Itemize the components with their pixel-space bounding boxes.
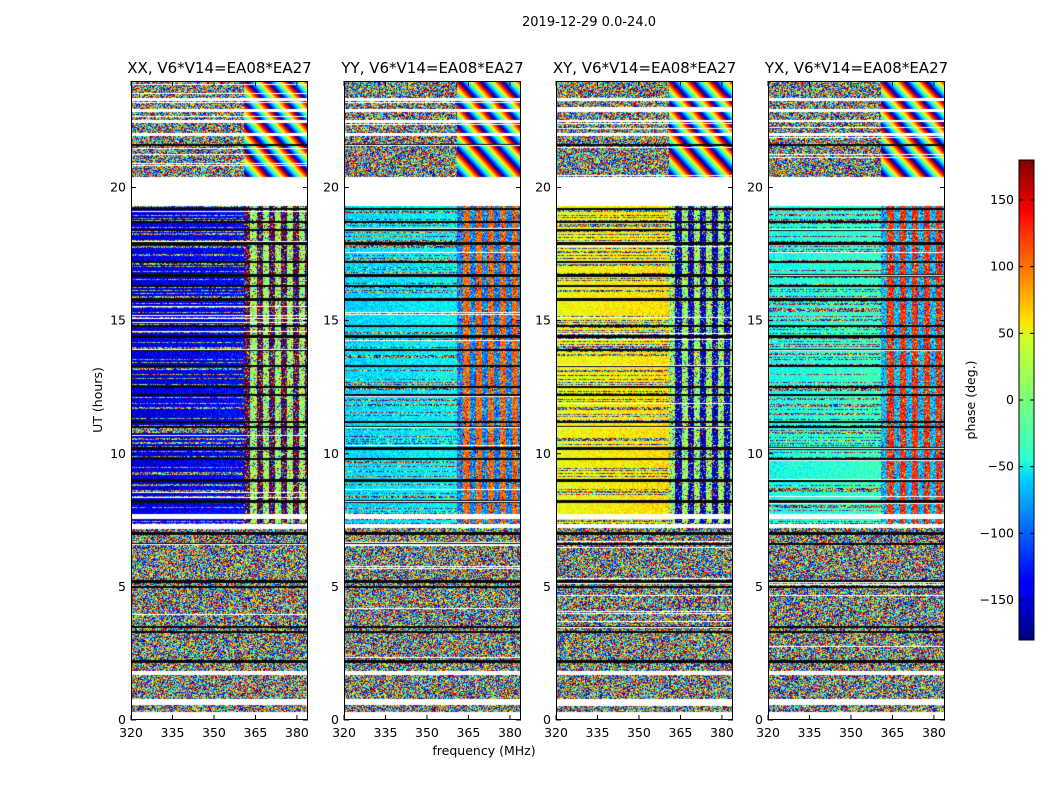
x-tick-label: 365	[881, 725, 905, 740]
colorbar: 150 100 50 0 −50 −100 −150 phase (deg.)	[963, 159, 1035, 641]
y-tick-label: 15	[535, 313, 551, 328]
x-tick-label: 350	[415, 725, 439, 740]
y-tick-label: 15	[323, 313, 339, 328]
heatmap-xx	[131, 81, 308, 720]
y-tick-label: 20	[535, 180, 551, 195]
x-tick-label: 365	[669, 725, 693, 740]
x-tick-label: 320	[756, 725, 780, 740]
y-tick-label: 20	[747, 180, 763, 195]
colorbar-tick-label: 100	[990, 259, 1014, 274]
y-tick-label: 0	[118, 712, 126, 727]
colorbar-tick-label: 50	[998, 325, 1014, 340]
x-tick-label: 320	[544, 725, 568, 740]
plot-frame	[768, 81, 945, 720]
y-tick-label: 5	[755, 579, 763, 594]
panel-yy: YY, V6*V14=EA08*EA27 320 335 350 365 380 0 5 10 1…	[323, 59, 524, 740]
x-tick-label: 350	[627, 725, 651, 740]
y-tick-label: 0	[755, 712, 763, 727]
x-tick-label: 380	[710, 725, 734, 740]
panel-title-xy: XY, V6*V14=EA08*EA27	[553, 59, 736, 77]
x-tick-label: 335	[374, 725, 398, 740]
y-tick-label: 15	[110, 313, 126, 328]
colorbar-tick-label: −150	[980, 592, 1014, 607]
colorbar-label: phase (deg.)	[963, 361, 978, 440]
colorbar-tick-label: −50	[988, 459, 1014, 474]
x-tick-label: 320	[119, 725, 143, 740]
panel-title-yy: YY, V6*V14=EA08*EA27	[340, 59, 523, 77]
y-tick-label: 0	[331, 712, 339, 727]
x-tick-label: 350	[202, 725, 226, 740]
x-tick-label: 335	[798, 725, 822, 740]
x-tick-label: 335	[161, 725, 185, 740]
y-tick-label: 5	[331, 579, 339, 594]
x-tick-label: 365	[244, 725, 268, 740]
y-tick-label: 5	[543, 579, 551, 594]
x-tick-label: 380	[285, 725, 309, 740]
panel-title-yx: YX, V6*V14=EA08*EA27	[764, 59, 948, 77]
panels: XX, V6*V14=EA08*EA27 320 335 350 365 380 0 5 10 1…	[110, 59, 948, 740]
y-tick-label: 10	[747, 446, 763, 461]
heatmap-yx	[768, 81, 945, 720]
x-tick-label: 335	[586, 725, 610, 740]
y-tick-label: 20	[323, 180, 339, 195]
plot-frame	[344, 81, 521, 720]
y-tick-label: 15	[747, 313, 763, 328]
colorbar-tick-label: 0	[1006, 392, 1014, 407]
x-tick-label: 380	[498, 725, 522, 740]
x-axis-label: frequency (MHz)	[432, 743, 535, 758]
panel-yx: YX, V6*V14=EA08*EA27 320 335 350 365 380 0 5 10 1…	[747, 59, 948, 740]
colorbar-tick-label: 150	[990, 192, 1014, 207]
x-tick-label: 350	[839, 725, 863, 740]
y-tick-label: 0	[543, 712, 551, 727]
y-tick-label: 10	[323, 446, 339, 461]
figure-suptitle: 2019-12-29 0.0-24.0	[522, 15, 656, 30]
x-tick-label: 380	[922, 725, 946, 740]
panel-title-xx: XX, V6*V14=EA08*EA27	[127, 59, 311, 77]
plot-frame	[131, 81, 308, 720]
panel-xy: XY, V6*V14=EA08*EA27 320 335 350 365 380 0 5 10 1…	[535, 59, 736, 740]
x-tick-label: 365	[457, 725, 481, 740]
colorbar-tick-label: −100	[980, 525, 1014, 540]
x-tick-label: 320	[332, 725, 356, 740]
y-tick-label: 10	[535, 446, 551, 461]
heatmap-xy	[556, 81, 733, 720]
y-tick-label: 10	[110, 446, 126, 461]
y-tick-label: 5	[118, 579, 126, 594]
plot-frame	[556, 81, 733, 720]
y-tick-label: 20	[110, 180, 126, 195]
y-axis-label: UT (hours)	[90, 367, 105, 433]
heatmap-yy	[344, 81, 521, 720]
colorbar-ticks: 150 100 50 0 −50 −100 −150	[980, 192, 1034, 607]
panel-xx: XX, V6*V14=EA08*EA27 320 335 350 365 380 0 5 10 1…	[110, 59, 312, 740]
